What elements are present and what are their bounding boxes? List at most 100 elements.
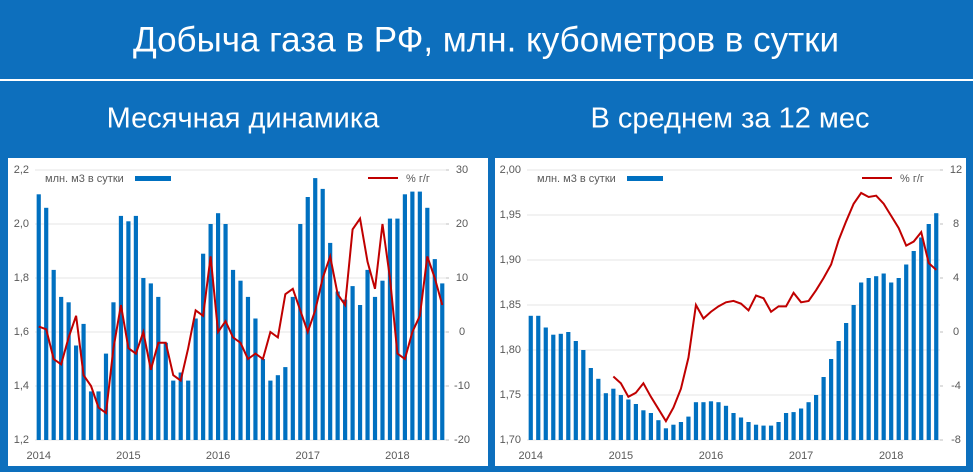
bar — [746, 422, 751, 440]
y-tick-label: 1,8 — [14, 272, 29, 284]
bar — [753, 424, 759, 440]
x-tick-label: 2016 — [206, 450, 230, 462]
bar — [558, 333, 563, 440]
legend-label: % г/г — [900, 173, 924, 185]
bar — [603, 393, 608, 440]
y-tick-label: 2,2 — [14, 164, 29, 176]
bar — [528, 315, 533, 440]
chart-subtitle: Месячная динамика — [107, 103, 381, 135]
bar — [573, 341, 578, 440]
bar — [36, 194, 41, 440]
bar — [716, 402, 721, 440]
bar — [671, 424, 676, 440]
bar — [74, 345, 79, 440]
bar — [201, 253, 206, 440]
bar — [395, 218, 400, 440]
y2-tick-label: 0 — [459, 326, 465, 338]
bar — [813, 395, 819, 440]
x-tick-label: 2015 — [116, 450, 140, 462]
bar — [783, 413, 789, 440]
x-tick-label: 2018 — [879, 450, 903, 462]
bar — [701, 402, 706, 440]
legend-label: % г/г — [406, 173, 430, 185]
bar — [768, 425, 774, 440]
bar — [821, 377, 826, 440]
y-tick-label: 2,0 — [14, 218, 29, 230]
bar — [761, 425, 766, 440]
bar — [656, 420, 661, 440]
bar — [372, 296, 378, 440]
page-title: Добыча газа в РФ, млн. кубометров в сутк… — [133, 20, 839, 59]
bar — [357, 305, 363, 440]
y2-tick-label: -20 — [454, 434, 470, 446]
bar — [260, 359, 266, 440]
legend-swatch — [627, 176, 663, 181]
x-tick-label: 2015 — [609, 450, 633, 462]
bar — [836, 341, 841, 440]
y2-tick-label: 4 — [953, 272, 959, 284]
x-tick-label: 2017 — [789, 450, 813, 462]
bar — [776, 422, 781, 440]
bar — [268, 380, 273, 440]
y-tick-label: 1,6 — [14, 326, 29, 338]
bar — [926, 224, 931, 440]
y2-tick-label: -8 — [951, 434, 961, 446]
bar — [238, 280, 243, 440]
bar — [693, 402, 699, 440]
bar — [171, 380, 176, 440]
bar — [410, 191, 415, 440]
bar — [380, 280, 385, 440]
bar — [596, 378, 601, 440]
y-tick-label: 1,2 — [14, 434, 29, 446]
bar — [859, 282, 864, 440]
bar — [230, 269, 236, 440]
y2-tick-label: 30 — [456, 164, 468, 176]
bar — [851, 305, 856, 440]
bar — [163, 342, 168, 440]
bar — [543, 327, 548, 440]
x-tick-label: 2017 — [296, 450, 320, 462]
bar — [536, 315, 541, 440]
y2-tick-label: 8 — [953, 218, 959, 230]
bar — [103, 353, 109, 440]
legend-label: млн. м3 в сутки — [537, 173, 616, 185]
bar — [343, 299, 348, 440]
y-tick-label: 1,70 — [500, 434, 521, 446]
bar — [708, 401, 714, 440]
bar — [904, 264, 909, 440]
bar — [320, 188, 325, 440]
bar — [881, 273, 886, 440]
bar — [96, 391, 101, 440]
chart-subtitle: В среднем за 12 мес — [591, 103, 870, 135]
y2-tick-label: 0 — [953, 326, 959, 338]
x-tick-label: 2014 — [26, 450, 50, 462]
bar — [335, 291, 340, 440]
bar — [798, 408, 804, 440]
bar — [111, 302, 116, 440]
y2-tick-label: 10 — [456, 272, 468, 284]
bar — [566, 332, 571, 440]
bar — [298, 224, 303, 440]
bar — [81, 323, 86, 440]
bar — [133, 215, 138, 440]
bar — [829, 359, 834, 440]
y-tick-label: 2,00 — [500, 164, 521, 176]
bar — [328, 242, 333, 440]
bar — [663, 428, 669, 440]
bar — [432, 259, 437, 440]
y-tick-label: 1,85 — [500, 299, 521, 311]
bar — [208, 224, 213, 440]
x-tick-label: 2016 — [699, 450, 723, 462]
bar — [723, 405, 729, 440]
bar — [365, 269, 370, 440]
bar — [874, 276, 879, 440]
bar — [618, 395, 623, 440]
bar — [387, 218, 393, 440]
y2-tick-label: -10 — [454, 380, 470, 392]
bar — [648, 413, 654, 440]
panel — [495, 158, 966, 466]
x-tick-label: 2018 — [385, 450, 409, 462]
bar — [738, 417, 744, 440]
